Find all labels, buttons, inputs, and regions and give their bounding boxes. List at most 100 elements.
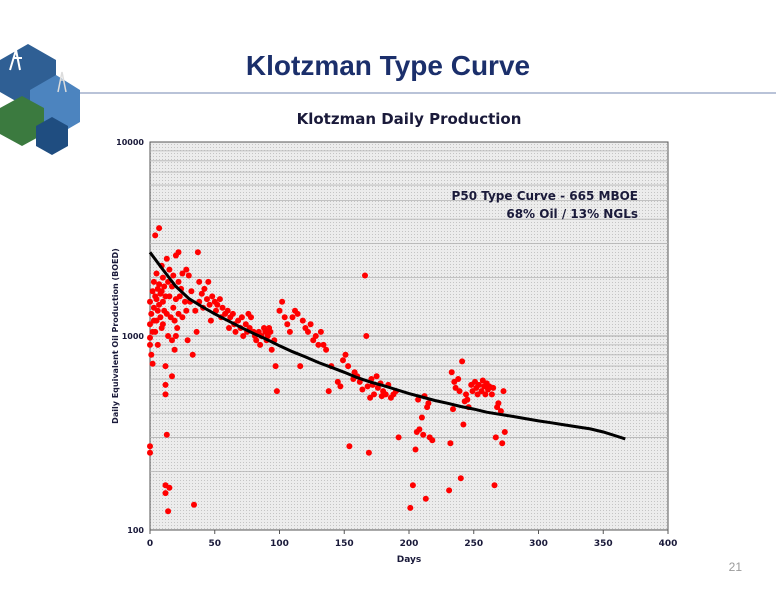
data-point — [455, 376, 462, 382]
data-point — [153, 296, 160, 303]
data-point — [153, 317, 160, 324]
data-point — [446, 487, 453, 494]
data-point — [153, 270, 160, 277]
data-point — [334, 378, 341, 385]
data-point — [179, 314, 186, 321]
y-tick-label: 1000 — [122, 332, 145, 341]
data-point — [205, 278, 212, 285]
data-point — [425, 400, 432, 407]
data-point — [226, 325, 232, 331]
data-point — [166, 293, 173, 300]
data-point — [464, 396, 471, 403]
type-curve — [148, 251, 626, 441]
data-point — [147, 341, 153, 348]
data-point — [367, 394, 374, 401]
data-point — [488, 391, 495, 398]
data-point — [323, 346, 330, 353]
data-point — [196, 278, 203, 285]
data-point — [286, 328, 293, 335]
data-point — [294, 310, 301, 317]
data-point — [374, 384, 381, 391]
data-point — [198, 290, 205, 297]
data-point — [429, 437, 436, 444]
data-point — [416, 426, 423, 433]
data-point — [166, 484, 173, 491]
production-points — [147, 225, 508, 515]
data-point — [152, 328, 159, 335]
data-point — [193, 328, 200, 335]
data-point — [340, 357, 346, 364]
data-point — [325, 388, 332, 395]
data-point — [345, 363, 352, 370]
x-tick-label: 200 — [400, 539, 419, 549]
data-point — [272, 363, 279, 370]
data-point — [363, 333, 370, 339]
x-tick-label: 100 — [270, 539, 289, 549]
data-point — [415, 396, 422, 403]
data-point — [183, 307, 190, 314]
data-point — [382, 391, 389, 398]
data-point — [268, 346, 275, 353]
data-point — [179, 270, 186, 277]
data-point — [422, 495, 429, 502]
data-point — [495, 400, 502, 407]
data-point — [194, 249, 201, 256]
data-point — [459, 358, 466, 365]
x-tick-label: 400 — [659, 539, 678, 549]
data-point — [185, 272, 192, 279]
x-tick-label: 250 — [464, 539, 483, 549]
data-point — [475, 381, 482, 388]
data-point — [171, 346, 178, 353]
data-point — [315, 341, 322, 348]
data-point — [320, 341, 327, 348]
data-point — [229, 310, 236, 317]
data-point — [460, 421, 467, 428]
data-point — [166, 266, 173, 273]
data-point — [342, 351, 349, 358]
data-point — [189, 351, 196, 358]
y-tick-label: 10000 — [116, 138, 144, 147]
data-point — [191, 501, 197, 508]
data-point — [418, 414, 425, 421]
data-point — [364, 383, 371, 390]
data-point — [346, 443, 353, 450]
data-point — [175, 278, 182, 285]
data-point — [238, 314, 245, 321]
data-point — [172, 333, 179, 339]
data-point — [169, 337, 175, 344]
data-point — [174, 325, 181, 331]
data-point — [253, 337, 260, 344]
data-point — [184, 337, 191, 344]
data-point — [359, 386, 366, 393]
x-tick-label: 150 — [335, 539, 354, 549]
data-point — [147, 443, 153, 450]
data-point — [156, 281, 163, 288]
data-point — [216, 296, 223, 303]
data-point — [162, 381, 169, 388]
data-point — [175, 310, 182, 317]
data-point — [150, 278, 157, 285]
data-point — [147, 321, 153, 328]
data-point — [176, 293, 183, 300]
data-point — [165, 333, 172, 339]
data-point — [337, 383, 344, 390]
data-point — [149, 288, 156, 295]
x-tick-label: 350 — [594, 539, 613, 549]
data-point — [312, 333, 319, 339]
data-point — [147, 449, 153, 456]
data-point — [297, 363, 304, 370]
type-curve-line — [148, 251, 626, 441]
company-logo — [0, 44, 80, 155]
data-point — [307, 321, 314, 328]
data-point — [273, 388, 280, 395]
data-point — [169, 373, 175, 380]
data-point — [232, 328, 239, 335]
data-point — [224, 307, 231, 314]
data-point — [219, 304, 226, 311]
axes: 0 50 100 150 200 250 300 350 400 100 1000 10000 — [116, 138, 677, 549]
data-point — [171, 317, 178, 324]
data-point — [362, 272, 368, 279]
data-point — [242, 321, 249, 328]
x-tick-label: 0 — [147, 539, 153, 549]
